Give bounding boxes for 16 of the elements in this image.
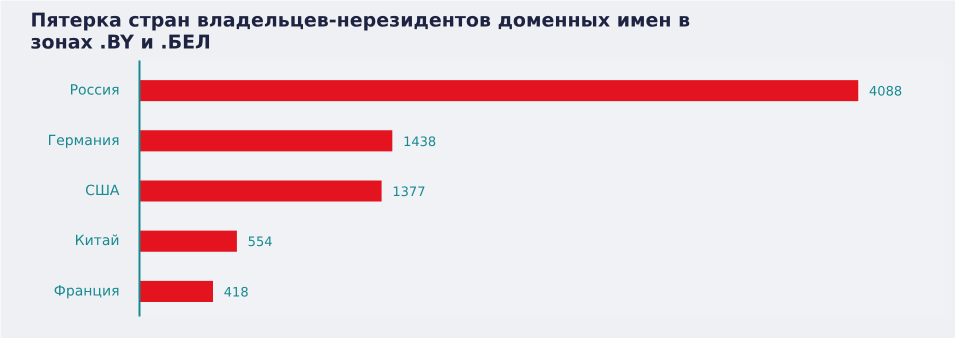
y-tick-label: Россия xyxy=(70,82,120,99)
bar xyxy=(140,230,237,252)
data-label: 1438 xyxy=(403,134,436,150)
data-label: 554 xyxy=(248,235,273,250)
data-label: 1377 xyxy=(392,185,426,200)
bar xyxy=(140,80,858,102)
bar xyxy=(140,280,213,302)
bar xyxy=(140,130,392,152)
data-label: 418 xyxy=(224,285,249,300)
y-tick-label: США xyxy=(85,183,120,200)
data-label: 4088 xyxy=(869,84,902,100)
chart-title: Пятерка стран владельцев-нерезидентов доменных имен в зонах .BY и .БЕЛ xyxy=(30,10,690,54)
y-tick-label: Франция xyxy=(54,283,120,300)
y-tick-label: Китай xyxy=(74,233,120,250)
bar xyxy=(140,180,382,202)
y-tick-label: Германия xyxy=(48,132,120,149)
